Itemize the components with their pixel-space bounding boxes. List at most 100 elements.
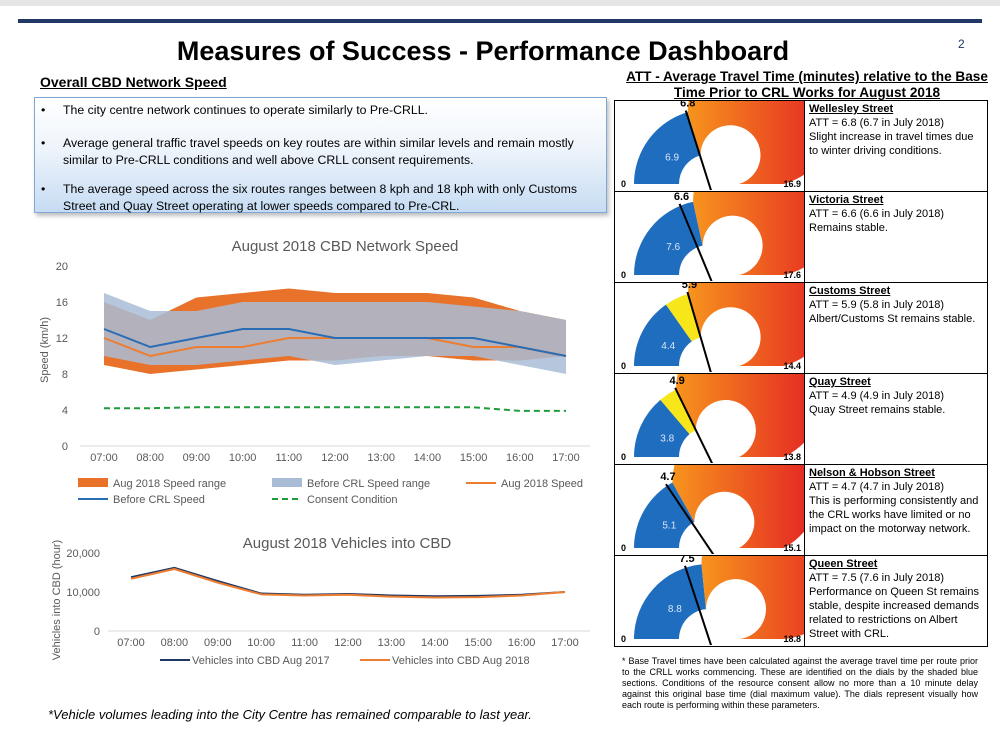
gauge-cell: 7.6 6.6 0 17.6 <box>614 191 805 283</box>
legend-label: Vehicles into CBD Aug 2018 <box>392 655 530 667</box>
x-tick-label: 11:00 <box>275 452 302 464</box>
route-row: 6.9 6.8 0 16.9 Wellesley Street ATT = 6.8 (6.… <box>614 100 988 192</box>
route-att: ATT = 7.5 (7.6 in July 2018) <box>809 572 945 584</box>
gauge-value-label: 4.7 <box>660 471 675 483</box>
gauge-base-section <box>634 201 703 275</box>
x-tick-label: 15:00 <box>460 452 488 464</box>
y-axis-label: Speed (km/h) <box>39 317 51 383</box>
gauge-value-label: 7.5 <box>679 556 694 565</box>
gauge-value-label: 6.6 <box>674 192 689 203</box>
base-time-footnote: * Base Travel times have been calculated… <box>622 656 978 710</box>
gauge-max-label: 13.8 <box>783 452 801 462</box>
y-tick-label: 0 <box>62 441 68 453</box>
y-tick-label: 4 <box>62 405 68 417</box>
x-tick-label: 14:00 <box>414 452 442 464</box>
vehicle-chart: August 2018 Vehicles into CBD Vehicles in… <box>51 535 590 667</box>
route-note: This is performing consistently and the … <box>809 495 979 535</box>
travel-time-gauge: 7.6 6.6 0 17.6 <box>621 192 804 281</box>
gauge-remaining-section <box>701 556 804 639</box>
gauge-cell: 8.8 7.5 0 18.8 <box>614 555 805 647</box>
x-tick-label: 10:00 <box>247 637 275 649</box>
x-tick-label: 07:00 <box>117 637 145 649</box>
route-row: 5.1 4.7 0 15.1 Nelson & Hobson Street ATT = 4… <box>614 464 988 556</box>
gauge-min-label: 0 <box>621 270 626 280</box>
legend-swatch <box>78 478 108 487</box>
gauge-needle <box>674 387 714 463</box>
y-tick-label: 12 <box>56 333 68 345</box>
x-tick-label: 13:00 <box>378 637 406 649</box>
vehicle-footnote: *Vehicle volumes leading into the City C… <box>48 707 532 722</box>
vehicles-2018-line <box>130 567 566 599</box>
gauge-max-label: 14.4 <box>783 361 801 371</box>
before-crl-speed-line <box>103 328 567 357</box>
header-rule <box>18 19 982 23</box>
gauge-min-label: 0 <box>621 452 626 462</box>
top-bar <box>0 0 1000 6</box>
route-note: Slight increase in travel times due to w… <box>809 131 974 157</box>
x-tick-label: 09:00 <box>204 637 232 649</box>
gauge-max-label: 18.8 <box>783 634 801 644</box>
gauge-max-label: 17.6 <box>783 270 801 280</box>
x-tick-label: 17:00 <box>552 452 580 464</box>
page-title: Measures of Success - Performance Dashbo… <box>176 36 790 66</box>
route-name: Customs Street <box>809 285 891 297</box>
route-name: Quay Street <box>809 376 871 388</box>
route-info-cell: Victoria Street ATT = 6.6 (6.6 in July 20… <box>804 191 988 283</box>
y-tick-label: 16 <box>56 297 68 309</box>
gauge-over-base-section <box>660 389 696 435</box>
gauge-base-section <box>634 399 690 457</box>
x-tick-label: 12:00 <box>334 637 362 649</box>
y-tick-label: 20,000 <box>66 548 100 560</box>
x-tick-label: 12:00 <box>321 452 349 464</box>
route-row: 8.8 7.5 0 18.8 Queen Street ATT = 7.5 (7.6 in… <box>614 555 988 647</box>
y-tick-label: 10,000 <box>66 587 100 599</box>
x-tick-label: 08:00 <box>161 637 189 649</box>
route-note: Performance on Queen St remains stable, … <box>809 586 979 640</box>
gauge-over-base-section <box>665 293 701 342</box>
route-info-cell: Queen Street ATT = 7.5 (7.6 in July 2018)… <box>804 555 988 647</box>
consent-condition-line <box>104 406 566 412</box>
x-tick-label: 07:00 <box>90 452 118 464</box>
gauge-value-label: 4.9 <box>669 375 684 387</box>
gauge-min-label: 0 <box>621 543 626 553</box>
route-att: ATT = 5.9 (5.8 in July 2018) <box>809 299 945 311</box>
gauge-base-label: 6.9 <box>665 152 679 163</box>
gauge-remaining-section <box>676 374 804 457</box>
travel-time-gauge: 3.8 4.9 0 13.8 <box>621 374 804 463</box>
gauge-base-label: 4.4 <box>661 341 675 352</box>
gauge-needle <box>678 203 713 281</box>
route-note: Albert/Customs St remains stable. <box>809 313 976 325</box>
summary-bullet: Average general traffic travel speeds on… <box>41 135 593 169</box>
route-note: Remains stable. <box>809 222 888 234</box>
gauge-remaining-section <box>672 465 804 548</box>
route-row: 4.4 5.9 0 14.4 Customs Street ATT = 5.9 (5.8 … <box>614 282 988 374</box>
route-name: Queen Street <box>809 558 878 570</box>
route-att: ATT = 4.7 (4.7 in July 2018) <box>809 481 945 493</box>
gauge-needle <box>686 291 712 372</box>
travel-time-gauge: 6.9 6.8 0 16.9 <box>621 101 804 190</box>
route-info-cell: Nelson & Hobson Street ATT = 4.7 (4.7 in … <box>804 464 988 556</box>
summary-box: The city centre network continues to ope… <box>34 97 607 213</box>
vehicles-2017-line <box>130 566 566 598</box>
x-tick-label: 16:00 <box>508 637 536 649</box>
legend-label: Aug 2018 Speed range <box>113 478 226 490</box>
gauge-remaining-section <box>688 283 804 366</box>
x-tick-label: 16:00 <box>506 452 534 464</box>
gauge-base-label: 3.8 <box>660 434 674 445</box>
x-tick-label: 14:00 <box>421 637 449 649</box>
gauge-base-section <box>634 482 695 548</box>
gauge-remaining-section <box>687 101 804 184</box>
gauge-needle <box>684 110 712 190</box>
gauge-base-label: 8.8 <box>668 604 682 615</box>
route-att: ATT = 6.8 (6.7 in July 2018) <box>809 117 945 129</box>
gauge-base-label: 7.6 <box>666 242 680 253</box>
section-heading: Overall CBD Network Speed <box>40 74 227 90</box>
legend-label: Before CRL Speed <box>113 494 205 506</box>
y-tick-label: 0 <box>94 626 100 638</box>
route-name: Victoria Street <box>809 194 884 206</box>
att-title: ATT - Average Travel Time (minutes) rela… <box>626 69 988 100</box>
x-tick-label: 17:00 <box>551 637 579 649</box>
route-info-cell: Quay Street ATT = 4.9 (4.9 in July 2018) Q… <box>804 373 988 465</box>
route-name: Wellesley Street <box>809 103 894 115</box>
gauge-value-label: 6.8 <box>680 101 695 110</box>
